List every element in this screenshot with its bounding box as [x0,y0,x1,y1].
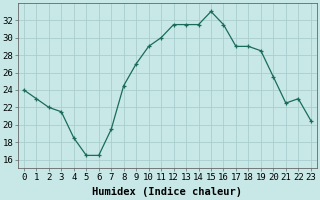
X-axis label: Humidex (Indice chaleur): Humidex (Indice chaleur) [92,187,242,197]
